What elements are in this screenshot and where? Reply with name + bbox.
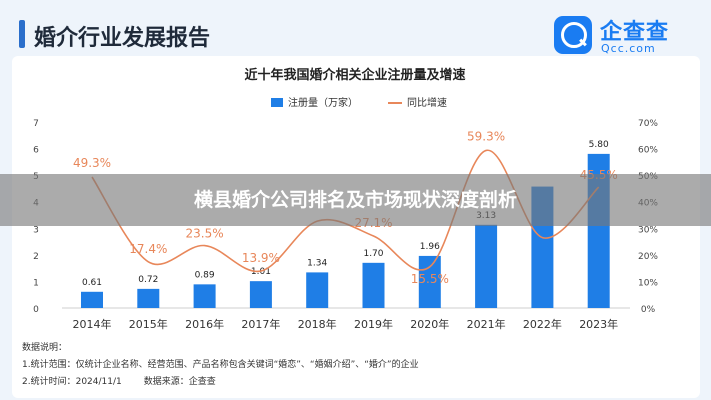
bar-value-label: 1.01 [251,267,271,277]
x-tick-label: 2014年 [73,317,112,331]
bar-value-label: 0.61 [82,278,102,288]
bar-value-label: 0.72 [138,275,158,285]
qcc-logo: 企查查 Qcc.com [554,14,694,60]
notes-time-row: 2.统计时间：2024/11/1 数据来源：企查查 [22,374,419,391]
bar-value-label: 1.96 [420,242,440,252]
chart-title: 近十年我国婚介相关企业注册量及增速 [244,67,465,83]
x-tick-label: 2019年 [354,317,393,331]
y-right-tick: 0% [641,305,656,315]
line-value-label: 13.9% [242,251,280,265]
x-tick-label: 2021年 [467,317,506,331]
header-accent-bar [19,20,25,48]
bar [81,291,103,308]
page-title: 婚介行业发展报告 [34,26,211,51]
logo-name: 企查查 [600,20,670,45]
x-tick-label: 2020年 [410,317,449,331]
legend-label-bar: 注册量（万家） [288,96,358,109]
x-tick-label: 2018年 [298,317,337,331]
qcc-logo-icon [554,16,592,54]
notes-heading: 数据说明： [22,343,68,353]
banner-title: 横县婚介公司排名及市场现状深度剖析 [193,189,517,211]
report-header: 婚介行业发展报告 企查查 Qcc.com [0,0,711,66]
x-tick-label: 2023年 [579,317,618,331]
bar-value-label: 0.89 [195,270,215,280]
y-right-tick: 60% [638,146,658,156]
bar [137,288,160,308]
notes-source: 数据来源：企查查 [143,377,216,387]
overlay-banner: 横县婚介公司排名及市场现状深度剖析 [0,174,711,226]
x-tick-label: 2017年 [241,317,280,331]
bar [249,281,272,308]
y-right-tick: 10% [638,278,658,288]
legend-swatch-bar [271,98,283,107]
line-value-label: 23.5% [186,227,224,241]
bar [306,272,329,308]
y-left-tick: 3 [33,225,39,235]
notes-time-value: 2024/11/1 [75,377,122,387]
y-left-tick: 7 [33,119,39,129]
line-value-label: 49.3% [73,156,111,170]
bar-value-label: 1.70 [363,249,383,259]
y-left-tick: 2 [33,252,39,262]
y-right-tick: 70% [638,119,658,129]
y-right-tick: 20% [638,252,658,262]
bar-value-label: 1.34 [307,258,327,268]
bar [362,262,385,308]
legend-label-line: 同比增速 [407,96,447,109]
bar-value-label: 5.80 [589,140,609,150]
x-tick-label: 2015年 [129,317,168,331]
bar [193,284,216,308]
y-left-tick: 6 [33,146,39,156]
line-value-label: 15.5% [411,272,449,286]
logo-subtitle: Qcc.com [601,42,656,55]
x-tick-label: 2022年 [523,317,562,331]
y-left-tick: 0 [33,305,39,315]
data-notes: 数据说明： 1.统计范围：仅统计企业名称、经营范围、产品名称包含关键词“婚恋”、… [22,340,419,391]
y-right-tick: 30% [638,225,658,235]
line-value-label: 17.4% [129,242,167,256]
y-left-tick: 1 [33,278,39,288]
notes-time-label: 2.统计时间： [22,377,76,387]
chart-card [12,56,700,398]
notes-scope: 1.统计范围：仅统计企业名称、经营范围、产品名称包含关键词“婚恋”、“婚姻介绍”… [22,360,419,370]
x-tick-label: 2016年 [185,317,224,331]
bar [475,224,498,308]
line-value-label: 59.3% [467,129,505,143]
